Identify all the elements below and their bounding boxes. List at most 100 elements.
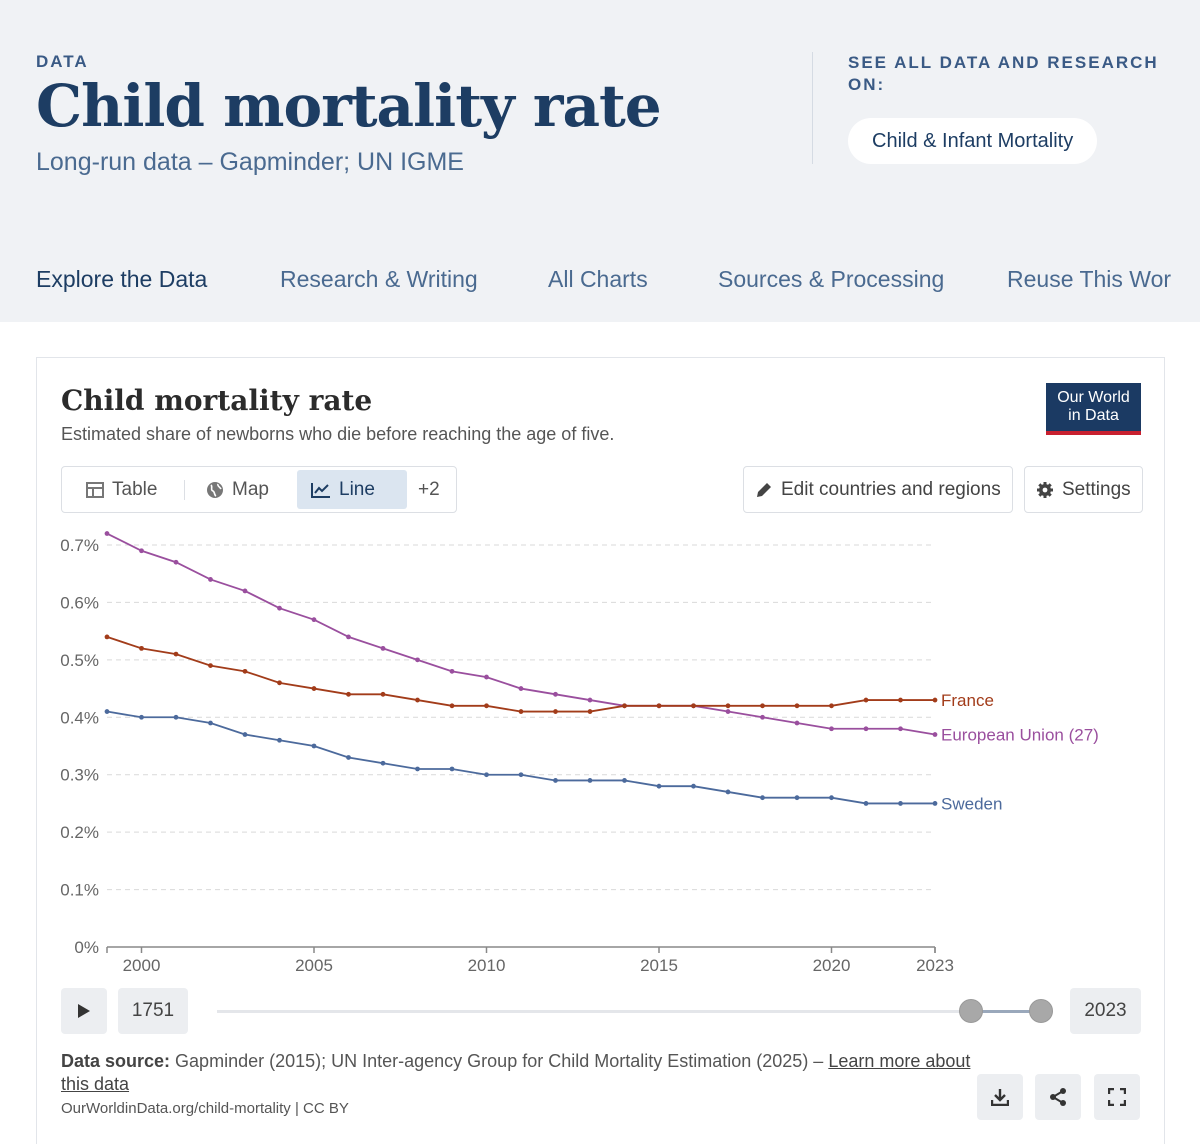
tab-map-label: Map xyxy=(232,479,269,500)
data-point xyxy=(863,801,869,806)
data-point xyxy=(898,801,903,806)
data-point xyxy=(656,783,662,789)
data-point xyxy=(794,795,800,801)
data-point xyxy=(380,760,386,766)
table-icon xyxy=(86,481,104,498)
data-point xyxy=(725,703,731,709)
data-point xyxy=(208,663,213,668)
y-tick-label: 0.4% xyxy=(60,708,99,727)
settings-button[interactable]: Settings xyxy=(1024,466,1143,513)
timeline-end-handle[interactable] xyxy=(1029,999,1053,1023)
x-tick-label: 2010 xyxy=(468,956,506,973)
owid-logo[interactable]: Our World in Data xyxy=(1046,383,1141,435)
tab-table-label: Table xyxy=(112,479,158,500)
timeline-track[interactable] xyxy=(217,1010,983,1013)
tab-more-label: +2 xyxy=(418,479,440,500)
data-point xyxy=(484,703,489,709)
logo-line2: in Data xyxy=(1068,407,1119,424)
learn-more-link[interactable]: Learn more about this data xyxy=(61,1051,971,1094)
chart-card: Child mortality rate Estimated share of … xyxy=(36,357,1165,1144)
data-point xyxy=(173,651,179,657)
data-point xyxy=(691,703,696,709)
tab-line[interactable]: Line xyxy=(297,470,407,509)
data-point xyxy=(415,657,420,663)
chart-url-license: OurWorldinData.org/child-mortality | CC … xyxy=(61,1100,349,1117)
y-tick-label: 0.7% xyxy=(60,536,99,555)
nav-sources-processing[interactable]: Sources & Processing xyxy=(718,266,945,292)
data-point xyxy=(794,720,800,726)
data-point xyxy=(277,737,282,743)
data-point xyxy=(449,703,455,709)
fullscreen-button[interactable] xyxy=(1094,1074,1140,1120)
data-point xyxy=(760,795,765,801)
globe-icon xyxy=(207,481,223,498)
x-tick-label: 2023 xyxy=(916,956,954,973)
nav-explore-data[interactable]: Explore the Data xyxy=(36,266,208,292)
nav-reuse-this-work[interactable]: Reuse This Wor xyxy=(1007,266,1172,292)
y-tick-label: 0% xyxy=(74,938,99,957)
nav-research-writing[interactable]: Research & Writing xyxy=(280,266,478,292)
edit-countries-button[interactable]: Edit countries and regions xyxy=(743,466,1013,513)
data-point xyxy=(587,709,593,714)
data-point xyxy=(553,778,558,783)
y-tick-label: 0.5% xyxy=(60,651,99,670)
data-point xyxy=(277,680,282,686)
fullscreen-icon xyxy=(1108,1088,1126,1106)
data-point xyxy=(208,720,213,726)
data-point xyxy=(725,709,731,714)
data-point xyxy=(794,703,800,709)
series-label: European Union (27) xyxy=(941,726,1099,745)
y-tick-label: 0.1% xyxy=(60,881,99,900)
tab-more[interactable]: +2 xyxy=(404,470,454,509)
data-point xyxy=(829,703,834,709)
data-point xyxy=(242,588,248,594)
page-header: DATA Child mortality rate Long-run data … xyxy=(0,0,1200,322)
share-icon xyxy=(1050,1088,1066,1106)
data-point xyxy=(242,732,248,737)
play-button[interactable] xyxy=(61,988,107,1034)
play-icon xyxy=(78,1004,90,1018)
download-button[interactable] xyxy=(977,1074,1023,1120)
line-chart: 0% 0.1% 0.2% 0.3% 0.4% 0.5% 0.6% 0.7% 2000 2005 20… xyxy=(60,531,1099,973)
nav-all-charts[interactable]: All Charts xyxy=(548,266,648,292)
data-source-label: Data source: xyxy=(61,1051,171,1071)
data-source: Data source: Gapminder (2015); UN Inter-… xyxy=(61,1050,981,1096)
data-point xyxy=(346,755,351,760)
data-point xyxy=(518,709,524,714)
data-point xyxy=(415,697,420,703)
data-point xyxy=(104,709,110,714)
timeline-start-handle[interactable] xyxy=(959,999,983,1023)
x-tick-label: 2015 xyxy=(640,956,678,973)
series-label: Sweden xyxy=(941,794,1002,813)
topic-pill-link[interactable]: Child & Infant Mortality xyxy=(848,118,1098,164)
line-chart-icon xyxy=(311,482,330,498)
data-point xyxy=(932,732,938,737)
tab-line-label: Line xyxy=(339,479,375,500)
data-point xyxy=(346,691,351,697)
data-point xyxy=(553,691,558,697)
data-point xyxy=(311,617,317,623)
timeline: 1751 2023 xyxy=(61,988,1141,1034)
timeline-end-year[interactable]: 2023 xyxy=(1070,988,1141,1034)
y-tick-label: 0.6% xyxy=(60,593,99,612)
series-line xyxy=(106,532,936,736)
tab-map[interactable]: Map xyxy=(192,470,283,509)
timeline-start-year[interactable]: 1751 xyxy=(118,988,188,1034)
series-label: France xyxy=(941,691,994,710)
timeline-selected-range xyxy=(971,1010,1041,1013)
data-point xyxy=(208,577,213,582)
data-point xyxy=(932,697,938,703)
data-point xyxy=(104,531,110,536)
data-point xyxy=(898,726,903,732)
data-point xyxy=(104,634,110,640)
tab-table[interactable]: Table xyxy=(72,470,171,509)
page-subtitle: Long-run data – Gapminder; UN IGME xyxy=(36,148,464,176)
data-point xyxy=(725,789,731,795)
data-point xyxy=(380,691,386,697)
y-tick-label: 0.2% xyxy=(60,823,99,842)
data-point xyxy=(173,559,179,565)
y-tick-label: 0.3% xyxy=(60,766,99,785)
chart-title: Child mortality rate xyxy=(61,384,373,417)
page-title: Child mortality rate xyxy=(36,72,662,140)
share-button[interactable] xyxy=(1035,1074,1081,1120)
